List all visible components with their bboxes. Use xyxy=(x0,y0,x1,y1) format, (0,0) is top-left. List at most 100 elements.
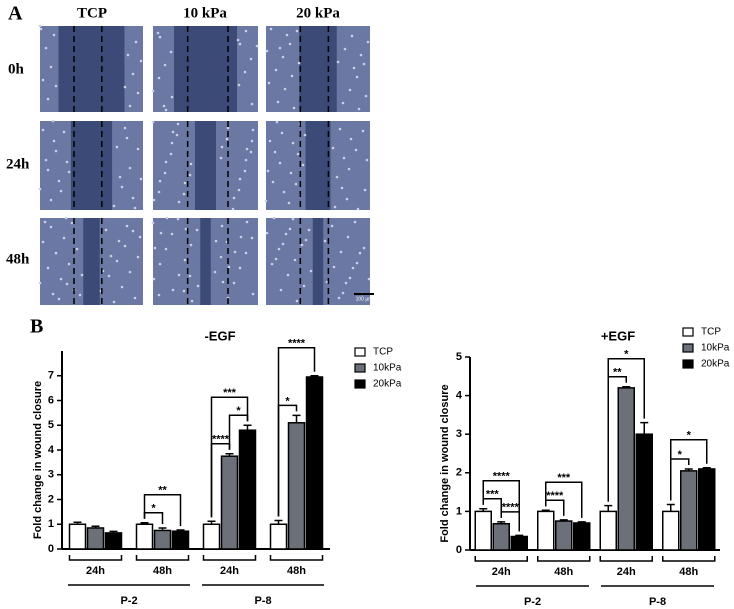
cell xyxy=(151,221,155,225)
y-tick-label: 3 xyxy=(456,428,462,440)
cell xyxy=(245,220,249,224)
error-bar xyxy=(622,385,631,388)
cell xyxy=(57,179,61,183)
cell xyxy=(244,158,248,162)
y-tick-label: 0 xyxy=(456,544,462,556)
cell xyxy=(238,42,242,46)
significance-label: * xyxy=(151,503,156,515)
cell xyxy=(251,292,255,296)
cell xyxy=(109,254,113,258)
cell xyxy=(184,227,188,231)
cell xyxy=(231,207,235,211)
cell xyxy=(353,220,357,224)
significance-label: * xyxy=(678,449,683,461)
error-bar xyxy=(109,530,118,533)
cell xyxy=(303,133,307,137)
cell xyxy=(46,266,50,270)
significance-bracket xyxy=(143,494,182,526)
cell xyxy=(176,122,180,126)
cell xyxy=(67,170,71,174)
cell xyxy=(349,137,353,141)
cell xyxy=(78,293,82,297)
cell xyxy=(157,76,161,80)
group-label: P-8 xyxy=(649,596,666,608)
cell xyxy=(245,147,249,151)
bar xyxy=(68,523,87,550)
cell xyxy=(171,130,175,134)
cell xyxy=(188,173,192,177)
category-bracket xyxy=(135,555,190,561)
wound-gap xyxy=(200,218,211,305)
cell xyxy=(59,189,63,193)
cell xyxy=(341,101,345,105)
cell xyxy=(288,42,292,46)
cell xyxy=(337,296,341,300)
cell xyxy=(80,273,84,277)
cell xyxy=(352,66,356,70)
error-bar xyxy=(702,467,711,469)
cell xyxy=(49,225,53,229)
cell xyxy=(343,47,347,51)
cell xyxy=(62,130,66,134)
significance-label: **** xyxy=(212,434,230,446)
cell xyxy=(49,65,53,69)
cell xyxy=(365,158,369,162)
cell xyxy=(363,188,367,192)
cell xyxy=(358,251,362,255)
cell xyxy=(189,162,193,166)
cell xyxy=(277,247,281,251)
cell xyxy=(364,94,368,98)
y-tick-label: 5 xyxy=(456,351,462,363)
cell xyxy=(65,160,69,164)
cell xyxy=(274,68,278,72)
cell xyxy=(46,168,50,172)
cell xyxy=(347,167,351,171)
category-bracket xyxy=(537,556,591,562)
cell xyxy=(164,108,168,112)
cell xyxy=(169,50,173,54)
bar xyxy=(153,529,172,550)
panel-label: A xyxy=(8,3,23,25)
cell xyxy=(266,169,270,173)
x-tick-label: 48h xyxy=(287,565,306,577)
cell xyxy=(46,97,50,101)
cell xyxy=(268,139,272,143)
cell xyxy=(136,255,140,259)
x-tick-label: 48h xyxy=(153,565,172,577)
significance-bracket xyxy=(482,479,520,532)
cell xyxy=(362,62,366,66)
cell xyxy=(227,265,231,269)
cell xyxy=(359,53,363,57)
cell xyxy=(238,266,242,270)
cell xyxy=(43,220,47,224)
cell xyxy=(170,141,174,145)
cell xyxy=(131,72,135,76)
error-bar xyxy=(292,414,301,423)
cell xyxy=(49,198,53,202)
cell xyxy=(118,175,122,179)
cell xyxy=(272,216,276,220)
cell xyxy=(270,262,274,266)
cell xyxy=(139,59,143,63)
cell xyxy=(336,60,340,64)
cell xyxy=(195,228,199,232)
cell xyxy=(297,61,301,65)
cell xyxy=(301,163,305,167)
cell xyxy=(265,231,269,235)
cell xyxy=(182,289,186,293)
cell xyxy=(131,196,135,200)
bar xyxy=(555,520,573,551)
significance-label: ** xyxy=(158,485,167,497)
cell xyxy=(41,78,45,82)
cell xyxy=(157,190,161,194)
x-tick-label: 24h xyxy=(86,565,105,577)
cell xyxy=(158,179,162,183)
y-tick-label: 4 xyxy=(456,390,463,402)
cell xyxy=(165,216,169,220)
cell xyxy=(351,266,355,270)
cell xyxy=(284,232,288,236)
wound-gap xyxy=(70,121,113,210)
error-bar xyxy=(225,452,234,457)
cell xyxy=(237,188,241,192)
significance-label: *** xyxy=(486,489,500,501)
